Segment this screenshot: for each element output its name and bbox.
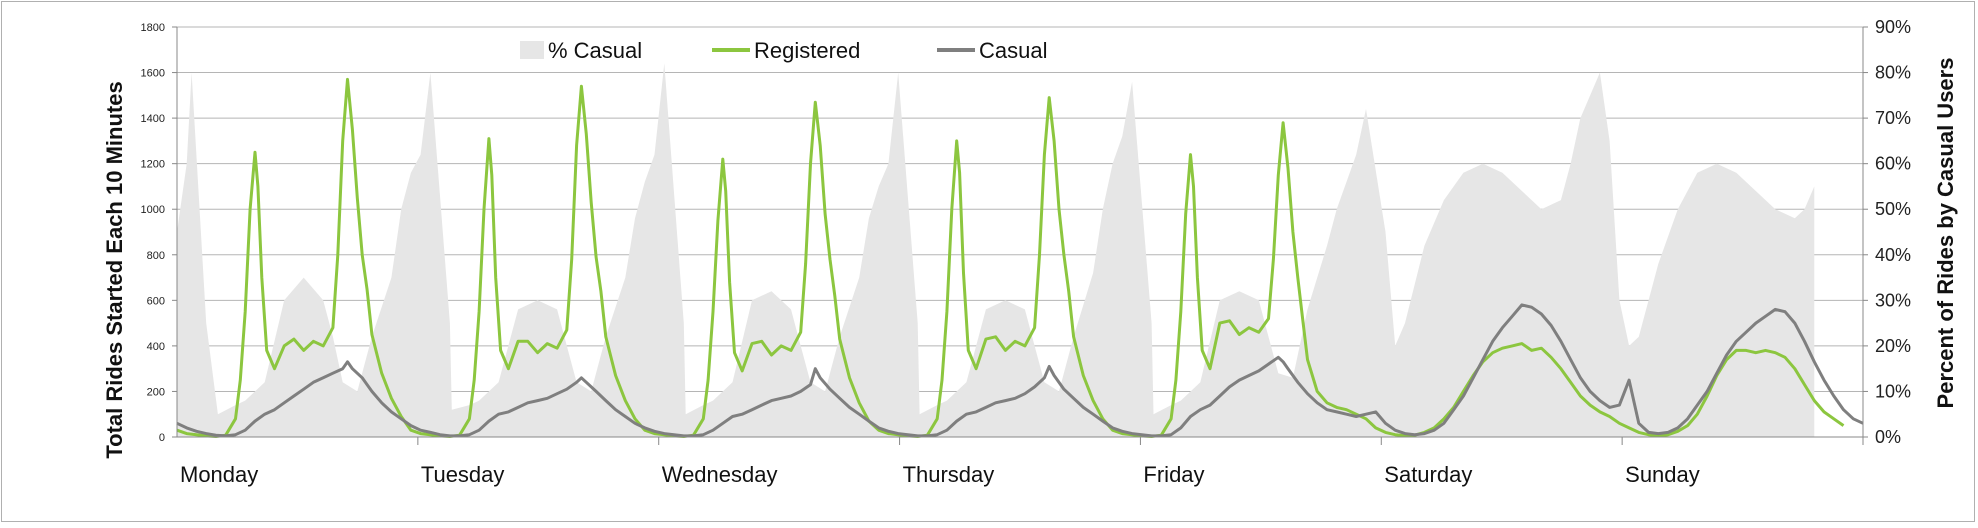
- right-axis-ticks: 0% 10% 20% 30% 40% 50% 60% 70% 80% 90%: [1863, 17, 1911, 447]
- day-label-thursday: Thursday: [903, 462, 995, 487]
- axes: [176, 27, 1864, 445]
- legend-label: Casual: [979, 38, 1047, 63]
- left-tick-label: 200: [147, 386, 165, 398]
- legend-swatch-casual-percent: [520, 41, 544, 59]
- day-label-wednesday: Wednesday: [662, 462, 778, 487]
- left-tick-label: 1600: [141, 68, 165, 80]
- day-label-tuesday: Tuesday: [421, 462, 505, 487]
- left-tick-label: 1800: [141, 22, 165, 34]
- left-tick-label: 800: [147, 250, 165, 262]
- day-label-friday: Friday: [1143, 462, 1204, 487]
- legend-label: % Casual: [548, 38, 642, 63]
- right-tick-label: 40%: [1875, 245, 1911, 265]
- right-tick-label: 20%: [1875, 336, 1911, 356]
- casual-percent-area-layer: [177, 63, 1815, 438]
- x-axis-day-labels: Monday Tuesday Wednesday Thursday Friday Satu…: [180, 462, 1700, 487]
- right-tick-label: 70%: [1875, 108, 1911, 128]
- right-tick-label: 80%: [1875, 63, 1911, 83]
- gridlines: [177, 26, 1863, 392]
- left-tick-label: 400: [147, 341, 165, 353]
- legend: % Casual Registered Casual: [520, 38, 1047, 63]
- right-tick-label: 50%: [1875, 199, 1911, 219]
- line-casual: [176, 303, 1864, 438]
- left-tick-label: 1000: [141, 204, 165, 216]
- right-tick-label: 30%: [1875, 290, 1911, 310]
- right-tick-label: 90%: [1875, 17, 1911, 37]
- left-tick-label: 0: [159, 432, 165, 444]
- area-casual: [177, 63, 1815, 438]
- day-label-monday: Monday: [180, 462, 258, 487]
- legend-label: Registered: [754, 38, 860, 63]
- day-label-saturday: Saturday: [1384, 462, 1472, 487]
- right-tick-label: 10%: [1875, 381, 1911, 401]
- series-lines: [176, 77, 1864, 438]
- left-axis-ticks: 0 200 400 600 800 1000 1200 1400 1600 1800: [141, 22, 177, 444]
- left-tick-label: 1200: [141, 159, 165, 171]
- left-tick-label: 600: [147, 295, 165, 307]
- right-axis-title: Percent of Rides by Casual Users: [1933, 58, 1958, 409]
- left-tick-label: 1400: [141, 113, 165, 125]
- left-axis-title: Total Rides Started Each 10 Minutes: [102, 81, 127, 458]
- right-tick-label: 60%: [1875, 154, 1911, 174]
- right-tick-label: 0%: [1875, 427, 1901, 447]
- day-label-sunday: Sunday: [1625, 462, 1700, 487]
